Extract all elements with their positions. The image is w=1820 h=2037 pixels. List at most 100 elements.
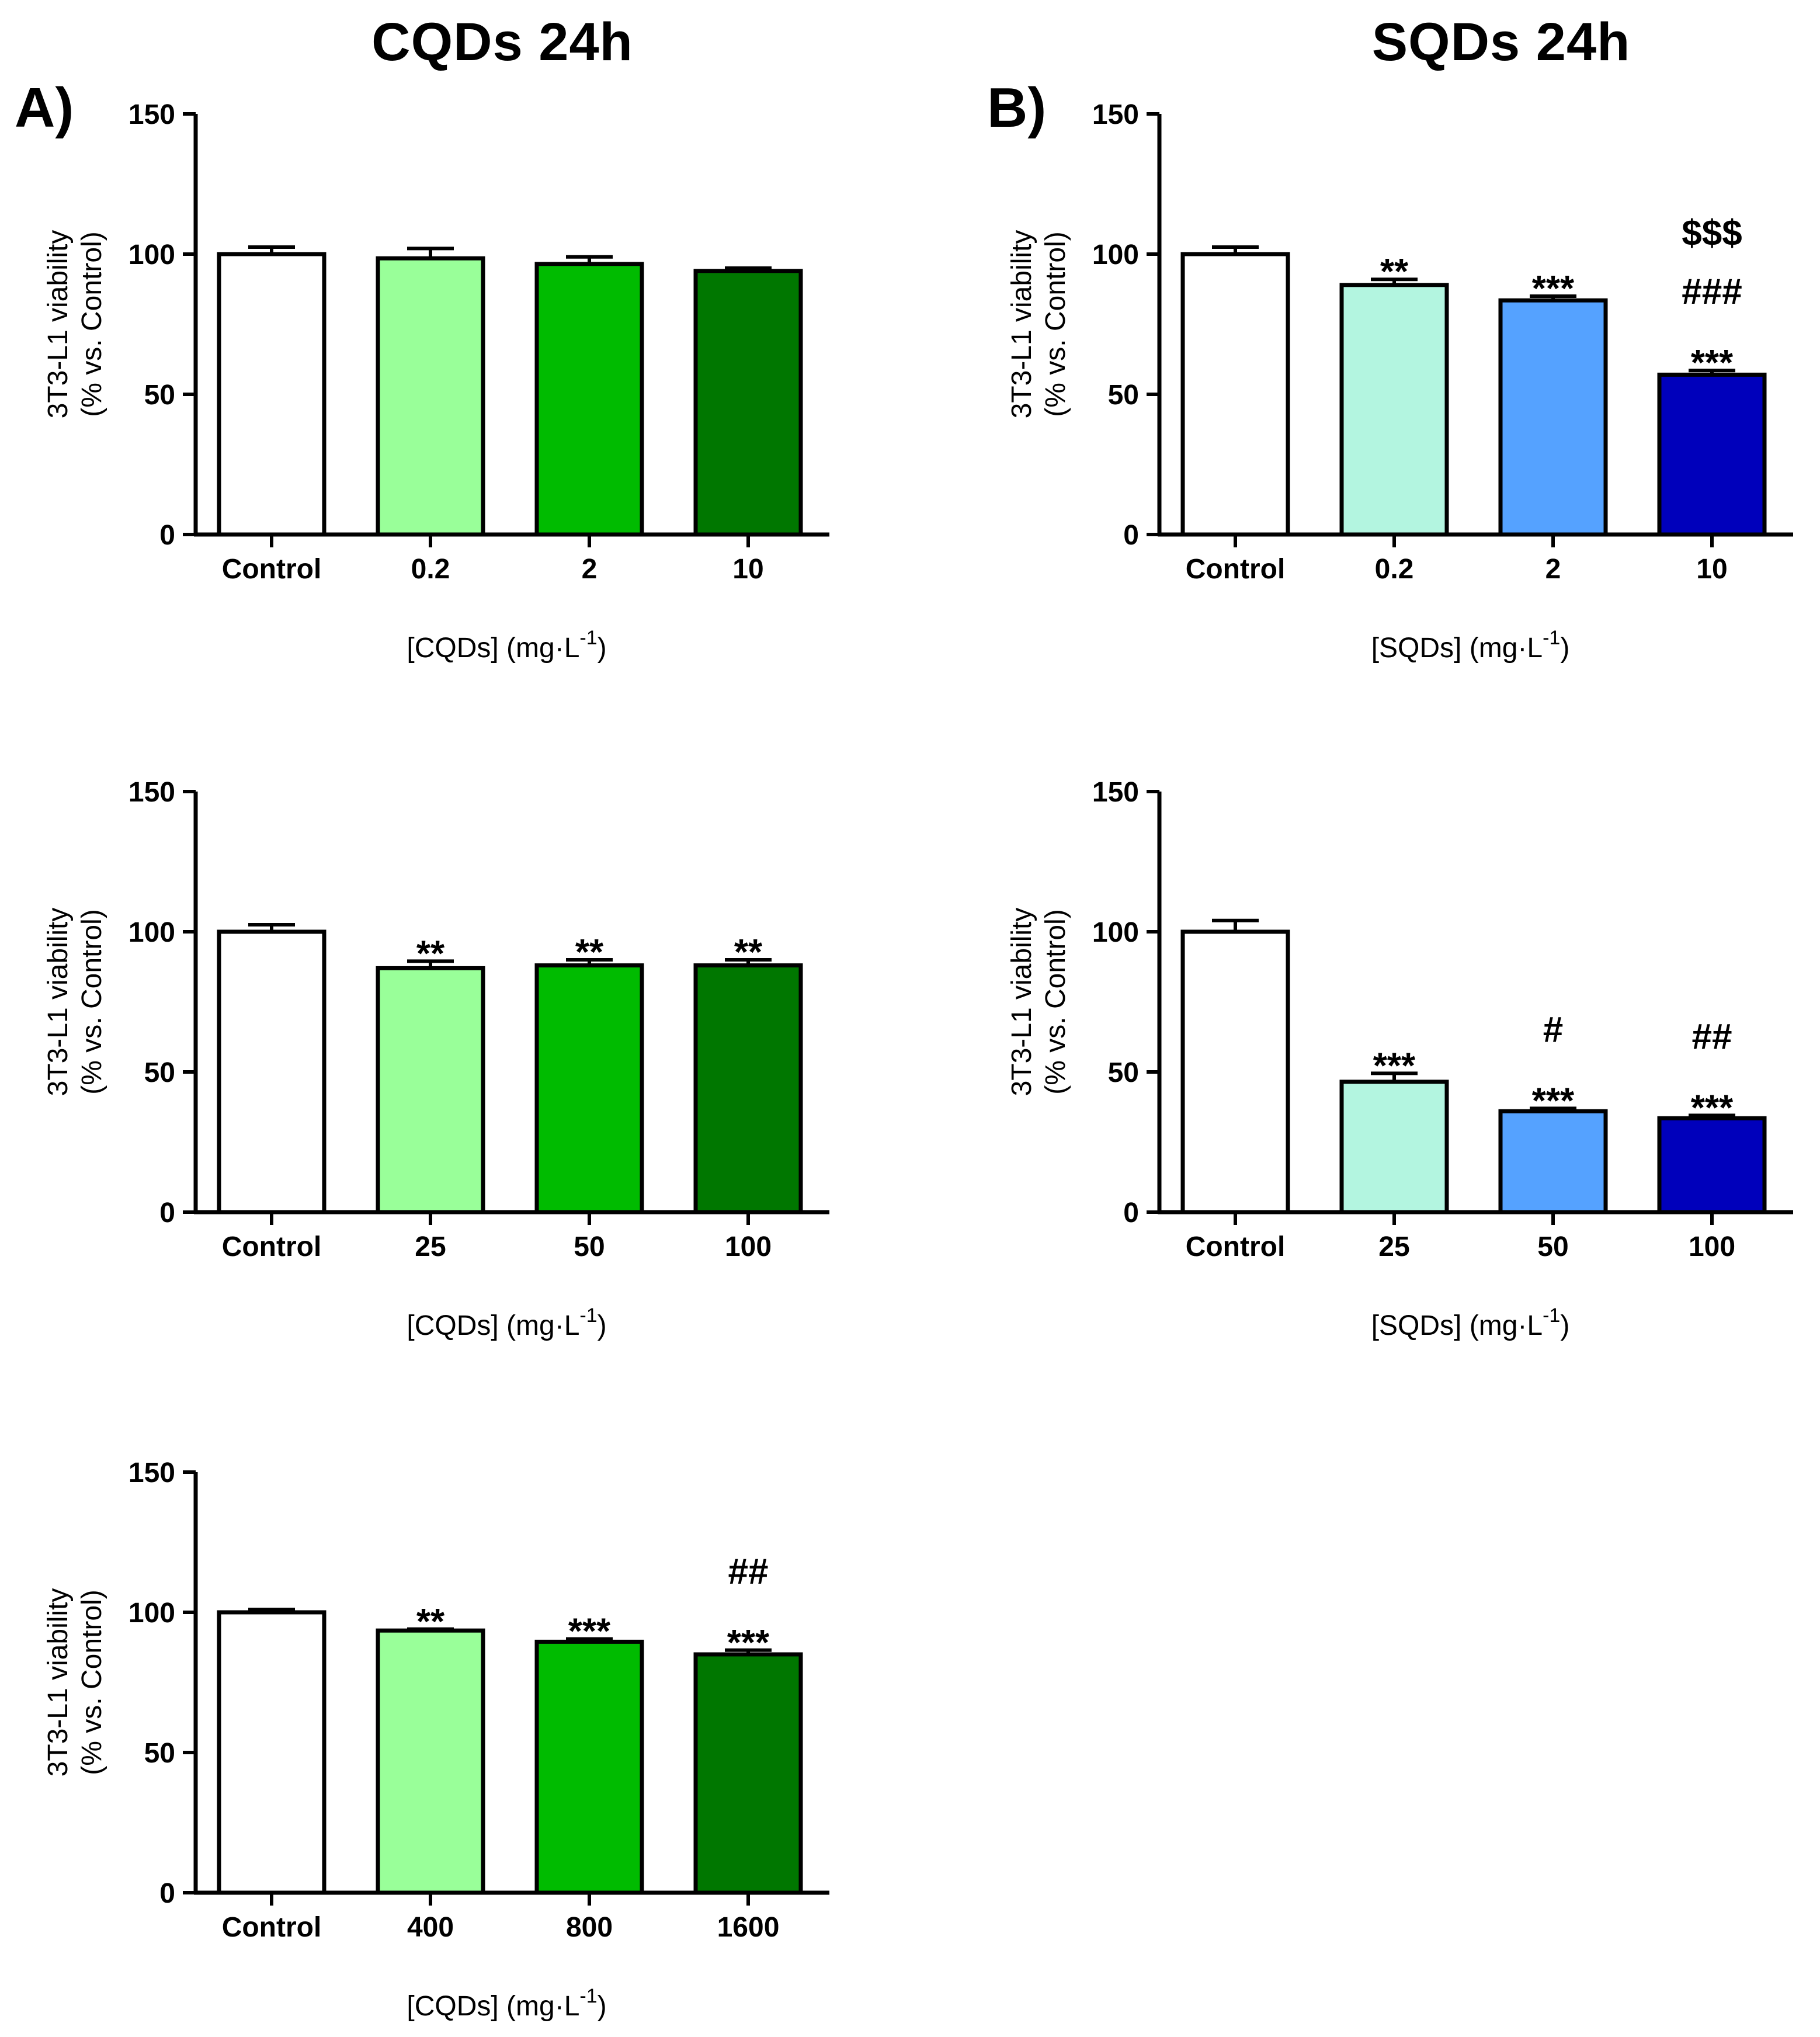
y-axis-label: 3T3-L1 viability (% vs. Control): [1006, 230, 1071, 419]
x-axis-label-main: [SQDs] (mg·L: [1371, 633, 1543, 664]
x-axis-label-main: [SQDs] (mg·L: [1371, 1310, 1543, 1341]
y-tick-label: 50: [144, 380, 175, 411]
x-axis-label: [SQDs] (mg·L-1): [1371, 627, 1570, 664]
bar: [1657, 1116, 1767, 1214]
chart-cqds-mid: 0 50 100 150 3T3-L1 viability (% vs. Control)…: [43, 777, 829, 1341]
y-tick-label: 150: [1092, 99, 1139, 130]
x-tick-label: Control: [222, 1912, 322, 1943]
x-tick-label: 100: [725, 1231, 772, 1262]
y-axis-label-line: (% vs. Control): [77, 1590, 107, 1775]
x-tick-label: 2: [582, 554, 598, 585]
y-tick-label: 150: [1092, 777, 1139, 808]
bar: [693, 963, 803, 1214]
significance-label: $$$: [1682, 213, 1742, 254]
x-tick-label: 50: [574, 1231, 605, 1262]
y-axis-label-line: 3T3-L1 viability: [1006, 230, 1037, 419]
bar: [1180, 929, 1290, 1214]
y-axis-label-line: (% vs. Control): [1040, 909, 1071, 1094]
x-tick-label: 25: [415, 1231, 446, 1262]
y-tick-label: 50: [1108, 1057, 1139, 1088]
x-axis-label-sup: -1: [579, 1304, 597, 1327]
x-axis-label-main: [CQDs] (mg·L: [407, 633, 579, 664]
chart-sqds-mid: 0 50 100 150 3T3-L1 viability (% vs. Control)…: [1006, 777, 1793, 1341]
y-tick-label: 0: [159, 1878, 175, 1909]
significance-label: **: [1380, 252, 1409, 292]
panel-label-a: A): [15, 77, 74, 139]
significance-label: ***: [1532, 1081, 1575, 1121]
x-axis-label-main: [CQDs] (mg·L: [407, 1991, 579, 2022]
x-tick-label: 400: [407, 1912, 454, 1943]
x-axis-label: [CQDs] (mg·L-1): [407, 627, 606, 664]
y-axis-label-line: 3T3-L1 viability: [43, 908, 74, 1096]
bar: [1498, 1109, 1608, 1214]
significance-label: ##: [1692, 1016, 1732, 1057]
x-tick-label: 1600: [717, 1912, 780, 1943]
chart-sqds-low: 0 50 100 150 3T3-L1 viability (% vs. Control)…: [1006, 99, 1793, 664]
x-tick-label: 0.2: [411, 554, 450, 585]
bar: [1339, 1080, 1449, 1214]
x-axis-label-sup: -1: [1543, 627, 1560, 649]
y-axis-label: 3T3-L1 viability (% vs. Control): [43, 1588, 107, 1777]
significance-label: **: [416, 1602, 445, 1642]
x-axis-label-end: ): [598, 1310, 607, 1341]
x-tick-label: 2: [1545, 554, 1561, 585]
x-axis-label: [SQDs] (mg·L-1): [1371, 1304, 1570, 1341]
bar: [217, 252, 327, 537]
significance-label: ***: [568, 1612, 611, 1652]
y-tick-label: 50: [144, 1738, 175, 1769]
significance-label: ***: [1691, 343, 1734, 383]
x-tick-label: 100: [1689, 1231, 1735, 1262]
chart-cqds-high: 0 50 100 150 3T3-L1 viability (% vs. Control)…: [43, 1458, 829, 2022]
bar: [693, 269, 803, 537]
column-title-sqds: SQDs 24h: [1371, 12, 1631, 72]
y-axis-label-line: 3T3-L1 viability: [43, 1588, 74, 1777]
y-tick-label: 0: [1123, 1198, 1139, 1229]
significance-label: ***: [1532, 269, 1575, 309]
significance-label: **: [734, 932, 763, 973]
x-axis-label-end: ): [598, 633, 607, 664]
x-axis-label: [CQDs] (mg·L-1): [407, 1304, 606, 1341]
significance-label: ***: [1373, 1046, 1416, 1086]
significance-label: ##: [728, 1552, 769, 1592]
x-axis-label-sup: -1: [579, 627, 597, 649]
x-axis-label-end: ): [1560, 633, 1569, 664]
y-tick-label: 100: [128, 917, 175, 948]
x-axis-label-end: ): [598, 1991, 607, 2022]
bar: [376, 966, 485, 1214]
y-axis-label-line: (% vs. Control): [77, 909, 107, 1094]
x-axis-label: [CQDs] (mg·L-1): [407, 1985, 606, 2022]
bar: [534, 963, 644, 1214]
significance-label: ***: [727, 1623, 770, 1663]
y-tick-label: 100: [1092, 240, 1139, 270]
chart-cqds-low: 0 50 100 150 3T3-L1 viability (% vs. Control)…: [43, 99, 829, 664]
y-axis-label-line: (% vs. Control): [77, 231, 107, 417]
y-axis-label-line: 3T3-L1 viability: [43, 230, 74, 419]
column-title-cqds: CQDs 24h: [371, 12, 633, 72]
bar: [217, 1610, 327, 1895]
x-axis-label-end: ): [1560, 1310, 1569, 1341]
bar: [693, 1652, 803, 1895]
bar: [1339, 283, 1449, 537]
significance-label: ***: [1691, 1088, 1734, 1128]
y-tick-label: 100: [128, 240, 175, 270]
y-tick-label: 50: [144, 1057, 175, 1088]
significance-label: ###: [1682, 272, 1742, 312]
bar: [534, 262, 644, 537]
bar: [534, 1639, 644, 1895]
bar: [376, 1628, 485, 1895]
x-axis-label-sup: -1: [579, 1985, 597, 2007]
y-tick-label: 50: [1108, 380, 1139, 411]
y-axis-label: 3T3-L1 viability (% vs. Control): [43, 908, 107, 1096]
panel-label-b: B): [987, 77, 1047, 139]
bar: [1180, 252, 1290, 537]
x-tick-label: 25: [1378, 1231, 1409, 1262]
y-tick-label: 0: [1123, 520, 1139, 551]
x-tick-label: 0.2: [1375, 554, 1414, 585]
y-tick-label: 100: [1092, 917, 1139, 948]
x-tick-label: Control: [222, 1231, 322, 1262]
x-axis-label-main: [CQDs] (mg·L: [407, 1310, 579, 1341]
y-tick-label: 150: [128, 777, 175, 808]
significance-label: **: [416, 934, 445, 974]
significance-label: #: [1543, 1009, 1563, 1050]
x-tick-label: Control: [1186, 554, 1286, 585]
